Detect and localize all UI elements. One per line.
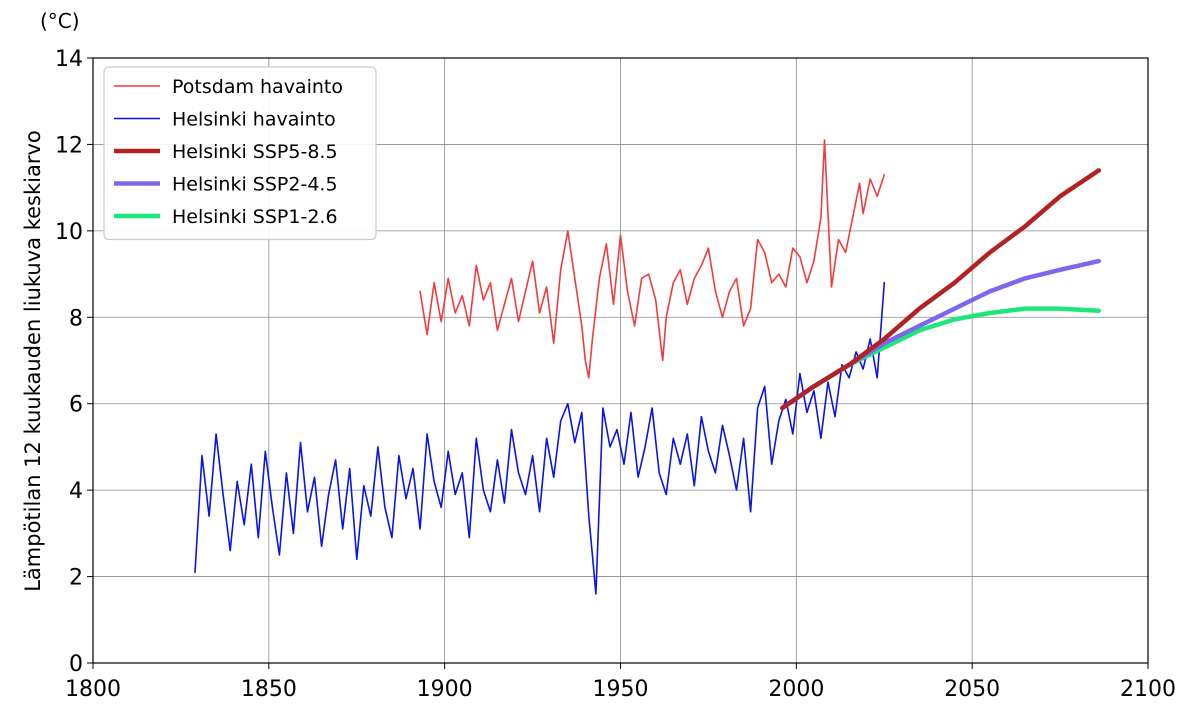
legend-box	[103, 66, 377, 241]
y-tick-label: 2	[69, 566, 83, 591]
unit-label: (°C)	[40, 9, 80, 33]
legend-label: Helsinki SSP2-4.5	[172, 174, 338, 196]
x-tick-label: 1950	[593, 677, 649, 702]
y-axis-title: Lämpötilan 12 kuukauden liukuva keskiarv…	[21, 130, 45, 592]
y-tick-label: 14	[55, 47, 83, 72]
legend-label: Helsinki SSP5-8.5	[172, 141, 338, 163]
legend-label: Helsinki havainto	[172, 109, 336, 131]
ticks: 1800 1850 1900 1950 2000 2050 2100 0 2 4 6 8 10 12 14	[55, 47, 1176, 702]
series-line-helsinki-havainto	[194, 281, 886, 595]
x-tick-label: 2050	[944, 677, 1000, 702]
series-layer	[194, 139, 1102, 595]
series-line-helsinki-ssp5-8-5	[780, 168, 1102, 411]
legend: Potsdam havainto Helsinki havainto Helsink…	[103, 66, 377, 241]
y-tick-label: 10	[55, 220, 83, 245]
legend-label: Potsdam havainto	[172, 76, 343, 98]
y-tick-label: 4	[69, 479, 83, 504]
x-tick-label: 2000	[768, 677, 824, 702]
x-tick-label: 1900	[417, 677, 473, 702]
series-line-potsdam-havainto	[419, 139, 886, 379]
legend-label: Helsinki SSP1-2.6	[172, 206, 338, 228]
x-tick-label: 1850	[241, 677, 297, 702]
x-tick-label: 1800	[65, 677, 121, 702]
y-tick-label: 8	[69, 306, 83, 331]
y-tick-label: 6	[69, 393, 83, 418]
y-tick-label: 0	[69, 652, 83, 677]
y-tick-label: 12	[55, 133, 83, 158]
x-tick-label: 2100	[1120, 677, 1176, 702]
